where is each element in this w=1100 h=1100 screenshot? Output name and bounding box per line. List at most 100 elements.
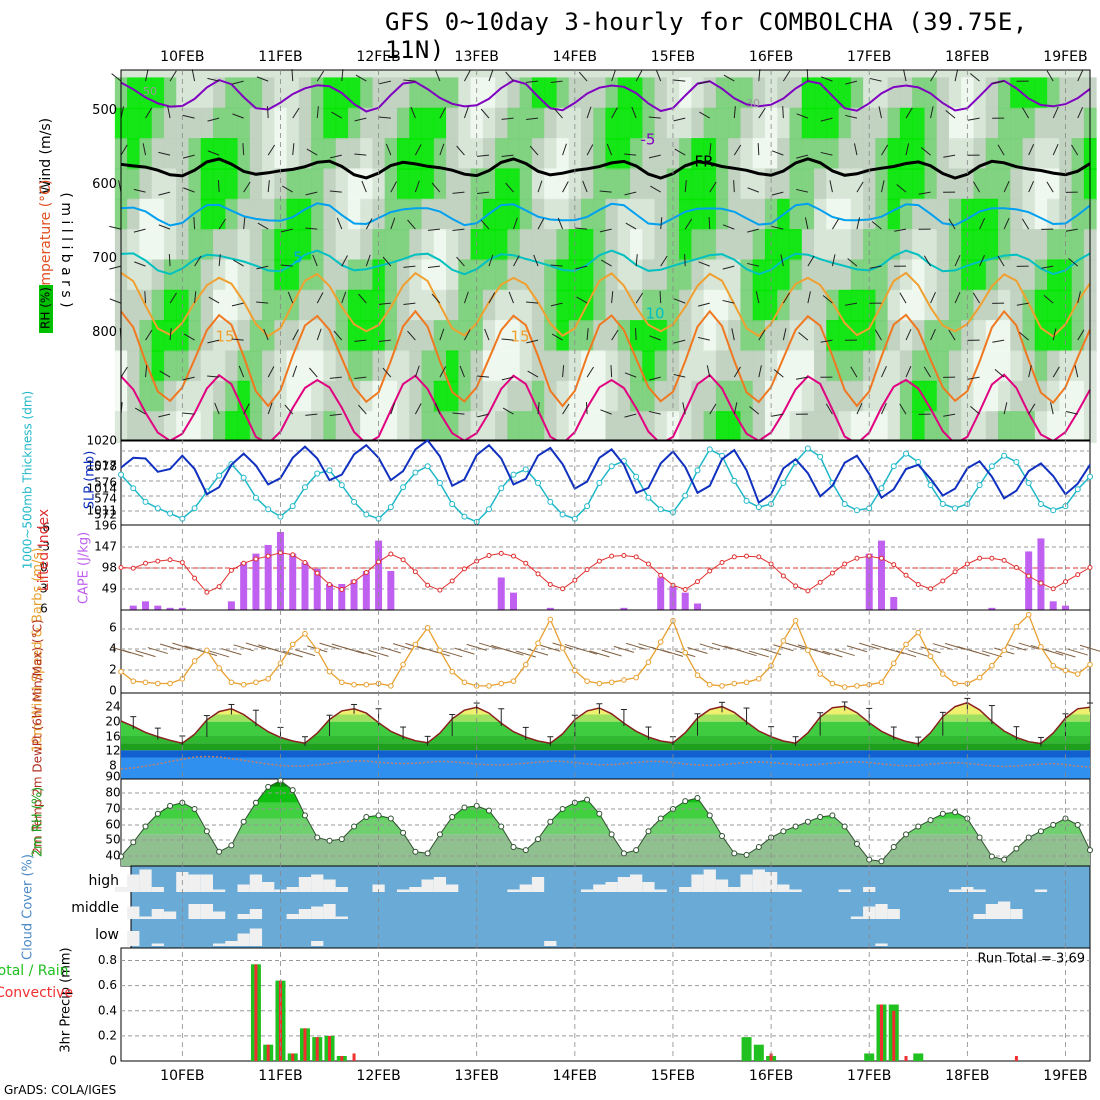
- thickness-point: [424, 463, 431, 470]
- cloud-high-bar: [838, 889, 851, 892]
- wind-barb: [684, 218, 693, 230]
- rh-cell: [433, 107, 447, 140]
- chart-title: GFS 0~10day 3-hourly for COMBOLCHA (39.7…: [385, 8, 1028, 64]
- li-point: [878, 555, 884, 561]
- rh-cell: [1010, 198, 1024, 231]
- cloud-high-bar: [531, 877, 545, 892]
- rh-cell: [360, 138, 373, 170]
- rh-cell: [225, 289, 239, 322]
- wind-barb: [1077, 69, 1084, 82]
- wind-barb: [586, 328, 589, 341]
- rh-cell: [139, 198, 153, 231]
- rh-cell: [531, 168, 545, 201]
- rh-cell: [482, 229, 496, 261]
- rh2m-point: [1050, 821, 1057, 828]
- li-point: [658, 572, 664, 578]
- axis-label: RH (%): [39, 287, 53, 329]
- rh-cell: [1022, 107, 1036, 140]
- wind-barb: [459, 365, 465, 378]
- rh-cell: [1010, 138, 1024, 170]
- wind-barb: [1065, 411, 1078, 415]
- rh-cell: [519, 107, 533, 140]
- rh-cell: [458, 380, 472, 413]
- rh-cell: [1047, 198, 1060, 231]
- wind-barb: [242, 143, 245, 156]
- li-point: [118, 565, 124, 570]
- rh-cell: [249, 198, 263, 231]
- tick-label: 0: [109, 684, 117, 698]
- cloud-high-bar: [151, 887, 164, 892]
- wind-barb: [316, 292, 324, 304]
- wind-barb: [194, 291, 197, 304]
- wind-barb: [1028, 143, 1035, 156]
- rh-cell: [446, 259, 459, 292]
- wind-barb: [731, 328, 735, 341]
- cloud-row-label: middle: [71, 900, 119, 916]
- rh-cell: [360, 229, 373, 261]
- rh-cell: [752, 77, 766, 110]
- rh2m-point: [755, 844, 762, 851]
- rh-cell: [887, 259, 901, 292]
- rh-cell: [703, 259, 717, 292]
- wind-barb: [120, 366, 128, 378]
- rh-cell: [446, 320, 459, 352]
- rh-cell: [421, 198, 435, 231]
- rh-cell: [163, 380, 177, 413]
- rh-cell: [875, 350, 889, 383]
- rh-cell: [899, 259, 913, 292]
- rh-cell: [985, 107, 999, 140]
- rh-cell: [826, 138, 840, 170]
- wind-barb: [336, 217, 343, 230]
- cloud-middle-bar: [335, 916, 348, 919]
- wind-barb: [782, 292, 790, 304]
- rh-cell: [728, 168, 741, 201]
- wind-barb: [806, 69, 809, 82]
- wind10-point: [805, 647, 811, 654]
- rh-cell: [384, 229, 398, 261]
- wind-barb: [650, 185, 661, 193]
- wind-barb: [484, 328, 490, 341]
- wind-barb: [709, 403, 717, 415]
- rh2m-point: [510, 844, 517, 851]
- wind10-barb: [123, 649, 144, 657]
- date-label-bottom: 18FEB: [945, 1068, 989, 1084]
- wind10-point: [694, 672, 701, 679]
- cloud-high-bar: [200, 874, 213, 892]
- wind-barb: [263, 328, 269, 341]
- rh-cell: [605, 168, 619, 201]
- rh-cell: [1071, 380, 1085, 413]
- cloud-high-bar: [642, 882, 655, 892]
- rh-cell: [200, 380, 214, 413]
- wind-barb: [708, 217, 711, 230]
- date-label-top: 14FEB: [553, 49, 597, 65]
- rh-cell: [298, 138, 312, 170]
- wind10-barb: [589, 650, 610, 658]
- wind-barb: [562, 403, 570, 415]
- wind-barb: [464, 70, 471, 82]
- rh-cell: [396, 411, 410, 443]
- rh-cell: [838, 289, 852, 322]
- rh-cell: [850, 229, 864, 261]
- wind-barb: [111, 73, 122, 82]
- wind-barb: [881, 365, 887, 378]
- wind10-point: [621, 677, 627, 683]
- rh-cell: [335, 350, 349, 383]
- wind-barb: [480, 219, 490, 230]
- wind-barb: [1074, 365, 1079, 378]
- thickness-point: [461, 513, 468, 520]
- wind-barb: [1050, 402, 1054, 415]
- rh-cell: [801, 320, 815, 352]
- wind-barb: [169, 292, 177, 304]
- cloud-high-bar: [691, 874, 704, 892]
- wind-barb: [232, 113, 244, 119]
- wind-barb: [488, 292, 496, 304]
- li-point: [167, 557, 173, 563]
- rh-cell: [446, 289, 459, 322]
- rh2m-point: [240, 818, 247, 825]
- wind-barb: [796, 154, 809, 159]
- rh-cell: [237, 350, 251, 383]
- rh-cell: [139, 411, 153, 443]
- wind-barb: [994, 369, 1005, 378]
- rh-cell: [605, 350, 619, 383]
- rh-cell: [458, 259, 472, 292]
